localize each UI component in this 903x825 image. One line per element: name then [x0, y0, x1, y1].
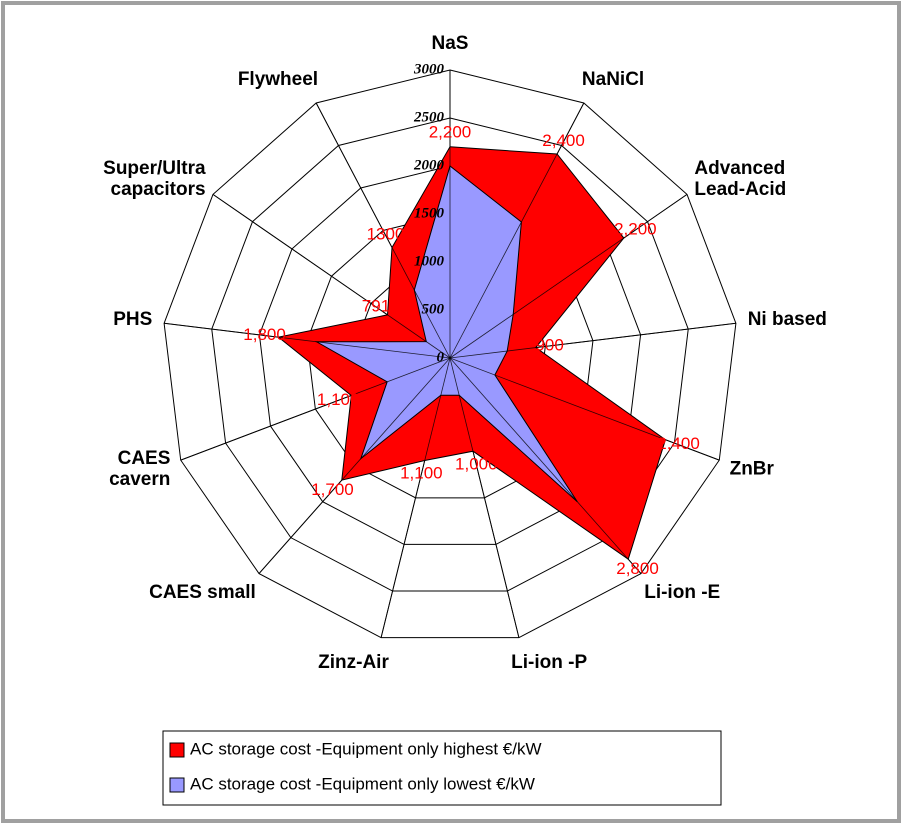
r-tick-label: 3000 [413, 61, 445, 77]
category-label: Ni based [748, 309, 827, 330]
value-label: 1,800 [243, 325, 286, 344]
spoke-overlay [164, 322, 451, 359]
legend-box [162, 730, 722, 806]
legend-label: AC storage cost -Equipment only highest … [190, 739, 542, 758]
r-tick-label: 2000 [413, 157, 445, 173]
spoke-overlay [449, 194, 688, 359]
legend-swatch [169, 777, 185, 793]
spoke-overlay [449, 322, 736, 359]
value-label: 2,400 [542, 131, 585, 150]
value-label: 2,200 [614, 220, 657, 239]
category-label: Li-ion -E [644, 582, 720, 603]
spoke-overlay [449, 102, 585, 359]
spoke-overlay [449, 357, 642, 574]
category-label: Zinz-Air [318, 652, 389, 673]
spoke-overlay [380, 357, 451, 638]
spoke-overlay [258, 357, 451, 574]
r-tick-label: 1500 [414, 205, 445, 221]
spoke-overlay [180, 357, 451, 461]
r-tick-label: 1000 [414, 253, 445, 269]
r-tick-label: 0 [437, 349, 445, 365]
spoke-overlay [449, 357, 520, 638]
category-label: CAES small [149, 582, 256, 603]
category-label: CAES cavern [109, 448, 170, 490]
spoke-overlay [315, 102, 451, 359]
value-label: 1,700 [311, 480, 354, 499]
series-area [314, 165, 578, 503]
value-label: 1,100 [317, 390, 360, 409]
value-label: 2,400 [657, 434, 700, 453]
value-label: 1,100 [400, 464, 443, 483]
category-label: Super/Ultra capacitors [103, 158, 206, 200]
value-label: 2,200 [429, 122, 472, 141]
category-label: ZnBr [730, 458, 775, 479]
category-label: Flywheel [238, 69, 318, 90]
category-label: NaS [432, 33, 469, 54]
value-label: 1300 [367, 225, 405, 244]
grid-ring [211, 117, 689, 592]
category-label: NaNiCl [582, 69, 644, 90]
value-label: 900 [535, 335, 563, 354]
spoke-overlay [212, 194, 451, 359]
category-label: PHS [113, 309, 152, 330]
legend-swatch [169, 742, 185, 758]
spoke-overlay [449, 357, 720, 461]
legend-label: AC storage cost -Equipment only lowest €… [190, 774, 535, 793]
value-label: 1,000 [455, 454, 498, 473]
category-label: Li-ion -P [511, 652, 587, 673]
grid-ring [163, 69, 737, 639]
value-label: 2,800 [616, 559, 659, 578]
grid-ring [258, 165, 642, 545]
category-label: Advanced Lead-Acid [694, 158, 786, 200]
r-tick-label: 2500 [413, 109, 445, 125]
r-tick-label: 500 [422, 301, 445, 317]
value-label: 791 [362, 296, 390, 315]
